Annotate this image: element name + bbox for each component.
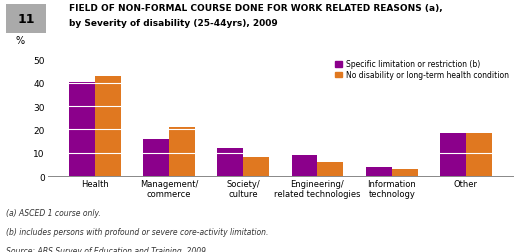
Bar [392,169,418,176]
Text: 11: 11 [17,13,35,26]
Legend: Specific limitation or restriction (b), No disability or long-term health condit: Specific limitation or restriction (b), … [334,59,509,81]
Text: (b) includes persons with profound or severe core-activity limitation.: (b) includes persons with profound or se… [6,227,269,236]
Bar [143,139,169,176]
Bar [217,148,243,176]
Bar [440,133,466,176]
Bar [291,155,317,176]
Bar [317,163,343,176]
Text: Source: ABS Survey of Education and Training, 2009: Source: ABS Survey of Education and Trai… [6,246,206,252]
Text: by Severity of disability (25-44yrs), 2009: by Severity of disability (25-44yrs), 20… [69,19,278,28]
Bar [366,167,392,176]
Bar [169,128,195,176]
Bar [466,133,492,176]
Bar [243,158,269,176]
Text: (a) ASCED 1 course only.: (a) ASCED 1 course only. [6,208,101,217]
Bar [95,76,121,176]
Text: %: % [15,36,24,46]
Bar [69,82,95,176]
Text: FIELD OF NON-FORMAL COURSE DONE FOR WORK RELATED REASONS (a),: FIELD OF NON-FORMAL COURSE DONE FOR WORK… [69,4,442,13]
